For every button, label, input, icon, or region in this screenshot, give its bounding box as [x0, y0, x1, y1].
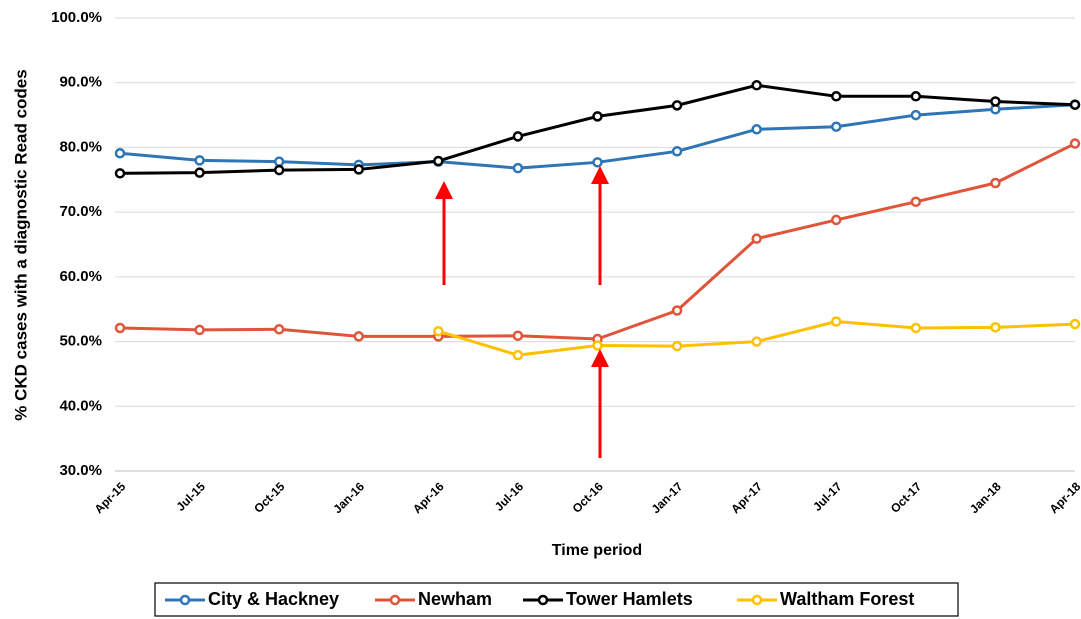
- data-point: [831, 121, 842, 132]
- x-tick-label: Jul-15: [174, 479, 209, 514]
- x-tick-label: Jan-17: [649, 479, 686, 516]
- series-line: [119, 142, 1076, 341]
- data-point: [194, 167, 205, 178]
- x-tick-label: Jan-18: [967, 479, 1004, 516]
- y-tick-label: 80.0%: [59, 138, 102, 155]
- x-tick-label: Oct-16: [570, 479, 607, 516]
- data-point: [273, 164, 285, 176]
- x-tick-label: Oct-17: [888, 479, 925, 516]
- y-tick-label: 50.0%: [59, 333, 102, 350]
- data-point: [592, 111, 603, 122]
- legend-label: Newham: [418, 589, 492, 609]
- legend-label: Tower Hamlets: [566, 589, 693, 609]
- data-point: [671, 100, 683, 111]
- data-point: [353, 164, 364, 175]
- data-point: [512, 330, 524, 341]
- y-tick-label: 40.0%: [59, 397, 102, 414]
- data-point: [353, 331, 364, 342]
- y-tick-label: 30.0%: [59, 462, 102, 479]
- data-point: [512, 162, 524, 174]
- data-point: [1069, 138, 1081, 149]
- x-tick-label: Jul-16: [492, 479, 527, 514]
- data-point: [433, 155, 444, 167]
- legend-marker: [179, 594, 191, 606]
- data-point: [273, 156, 285, 167]
- data-point: [910, 196, 922, 208]
- x-tick-label: Apr-16: [410, 479, 447, 516]
- data-point: [194, 324, 205, 336]
- data-point: [114, 322, 126, 334]
- data-point: [751, 124, 762, 135]
- data-point: [671, 340, 683, 352]
- data-point: [194, 155, 205, 166]
- data-point: [990, 322, 1001, 333]
- data-point: [910, 91, 922, 102]
- data-point: [751, 336, 762, 347]
- data-point: [1069, 318, 1081, 330]
- x-tick-label: Jan-16: [330, 479, 367, 516]
- x-tick-label: Apr-17: [728, 479, 765, 516]
- data-point: [273, 324, 285, 335]
- data-point: [512, 349, 524, 361]
- x-tick-label: Apr-18: [1047, 479, 1081, 516]
- data-point: [671, 305, 683, 316]
- data-point: [512, 131, 524, 142]
- y-tick-label: 90.0%: [59, 74, 102, 91]
- data-point: [114, 168, 126, 179]
- y-tick-label: 60.0%: [59, 268, 102, 285]
- data-point: [831, 91, 842, 102]
- y-tick-label: 70.0%: [59, 203, 102, 220]
- y-tick-label: 100.0%: [51, 9, 102, 26]
- data-point: [433, 325, 444, 337]
- data-point: [910, 109, 922, 121]
- data-point: [751, 80, 762, 91]
- data-point: [831, 316, 842, 327]
- legend-box: [154, 582, 959, 617]
- x-tick-label: Apr-15: [92, 479, 129, 516]
- data-point: [592, 157, 603, 168]
- data-point: [671, 146, 683, 157]
- data-point: [751, 233, 762, 244]
- legend-label: City & Hackney: [208, 589, 339, 609]
- legend-marker: [537, 594, 549, 606]
- data-point: [910, 322, 922, 334]
- data-point: [990, 177, 1001, 189]
- legend-label: Waltham Forest: [780, 589, 914, 609]
- x-axis-title: Time period: [552, 542, 642, 559]
- data-point: [114, 148, 126, 159]
- y-axis-title: % CKD cases with a diagnostic Read codes: [11, 69, 30, 420]
- data-point: [990, 96, 1001, 107]
- data-point: [831, 214, 842, 226]
- x-tick-label: Jul-17: [810, 479, 845, 514]
- x-tick-label: Oct-15: [251, 479, 288, 516]
- legend-marker: [751, 594, 763, 606]
- legend-marker: [389, 594, 401, 606]
- data-point: [592, 340, 603, 351]
- data-point: [1069, 99, 1081, 110]
